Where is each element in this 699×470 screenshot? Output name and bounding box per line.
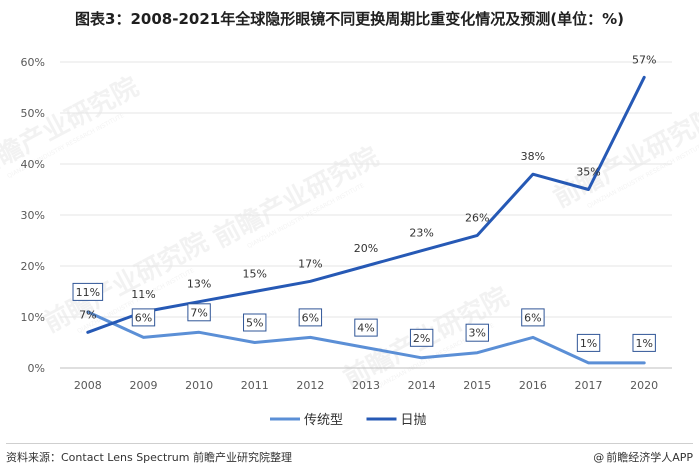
legend-label-0: 传统型 (304, 413, 343, 428)
x-tick-label: 2014 (408, 379, 436, 392)
brand: @ 前瞻经济学人APP (593, 449, 693, 465)
data-label: 17% (298, 257, 322, 270)
data-label: 15% (243, 268, 267, 281)
data-label-box (632, 333, 656, 352)
series-line-1 (86, 75, 646, 334)
x-tick-label: 2012 (296, 379, 324, 392)
watermark-text: 前瞻产业研究院 (208, 141, 383, 254)
source-note: 资料来源：Contact Lens Spectrum 前瞻产业研究院整理 (6, 451, 292, 464)
data-label: 11% (131, 288, 155, 301)
at-icon: @ (593, 450, 605, 464)
data-label-box (354, 318, 378, 337)
x-tick-label: 2009 (129, 379, 157, 392)
data-label-box (465, 323, 489, 342)
data-label: 4% (357, 322, 374, 335)
data-label: 1% (635, 337, 652, 350)
y-tick-label: 0% (28, 362, 45, 375)
y-tick-label: 50% (21, 107, 45, 120)
chart-title: 图表3：2008-2021年全球隐形眼镜不同更换周期比重变化情况及预测(单位：%… (75, 10, 624, 28)
legend-label-1: 日抛 (401, 413, 427, 428)
data-label-box (187, 303, 211, 322)
data-label-box (298, 308, 323, 327)
data-label: 35% (576, 166, 600, 179)
data-label-box (243, 313, 267, 332)
data-label: 6% (524, 311, 541, 324)
x-tick-label: 2010 (185, 379, 213, 392)
data-label: 3% (469, 327, 486, 340)
data-label: 38% (521, 150, 545, 163)
x-axis: 2008 2009 2010 2011 2012 2013 2014 2015 2016 2017… (74, 379, 658, 392)
data-label: 11% (76, 286, 100, 299)
x-tick-label: 2016 (519, 379, 547, 392)
data-label: 2% (413, 332, 430, 345)
x-tick-label: 2013 (352, 379, 380, 392)
data-labels: 11% 6% 7% 5% 6% 4% 2% 3% 6% 1% 1% 7% 11% 13% 15% 17% 20%… (72, 53, 656, 352)
data-label: 7% (190, 306, 207, 319)
data-label-box (521, 308, 545, 327)
data-label: 7% (79, 308, 96, 321)
x-tick-label: 2008 (74, 379, 102, 392)
data-label: 6% (135, 311, 152, 324)
x-tick-label: 2015 (463, 379, 491, 392)
data-label-box (72, 282, 104, 301)
data-label: 5% (246, 317, 263, 330)
data-label: 20% (354, 242, 378, 255)
data-label-box (131, 308, 156, 327)
y-tick-label: 60% (21, 56, 45, 69)
x-tick-label: 2017 (575, 379, 603, 392)
data-label: 1% (580, 337, 597, 350)
series-lines (86, 75, 646, 365)
series-line-0 (86, 310, 646, 365)
y-tick-label: 10% (21, 311, 45, 324)
data-label: 26% (465, 211, 489, 224)
data-label: 23% (409, 227, 433, 240)
x-tick-label: 2011 (241, 379, 269, 392)
y-tick-label: 30% (21, 209, 45, 222)
y-tick-label: 20% (21, 260, 45, 273)
y-tick-label: 40% (21, 158, 45, 171)
x-tick-label: 2020 (630, 379, 658, 392)
data-label: 6% (302, 311, 319, 324)
legend: 传统型 日抛 (270, 413, 427, 428)
data-label-box (409, 328, 434, 347)
brand-label: 前瞻经济学人APP (606, 451, 693, 464)
data-label-box (576, 333, 601, 352)
gridlines (60, 61, 672, 369)
data-label: 13% (187, 278, 211, 291)
footer: 资料来源：Contact Lens Spectrum 前瞻产业研究院整理 @ 前… (6, 443, 693, 470)
data-label: 57% (632, 53, 656, 66)
y-axis: 0% 10% 20% 30% 40% 50% 60% (21, 56, 45, 375)
